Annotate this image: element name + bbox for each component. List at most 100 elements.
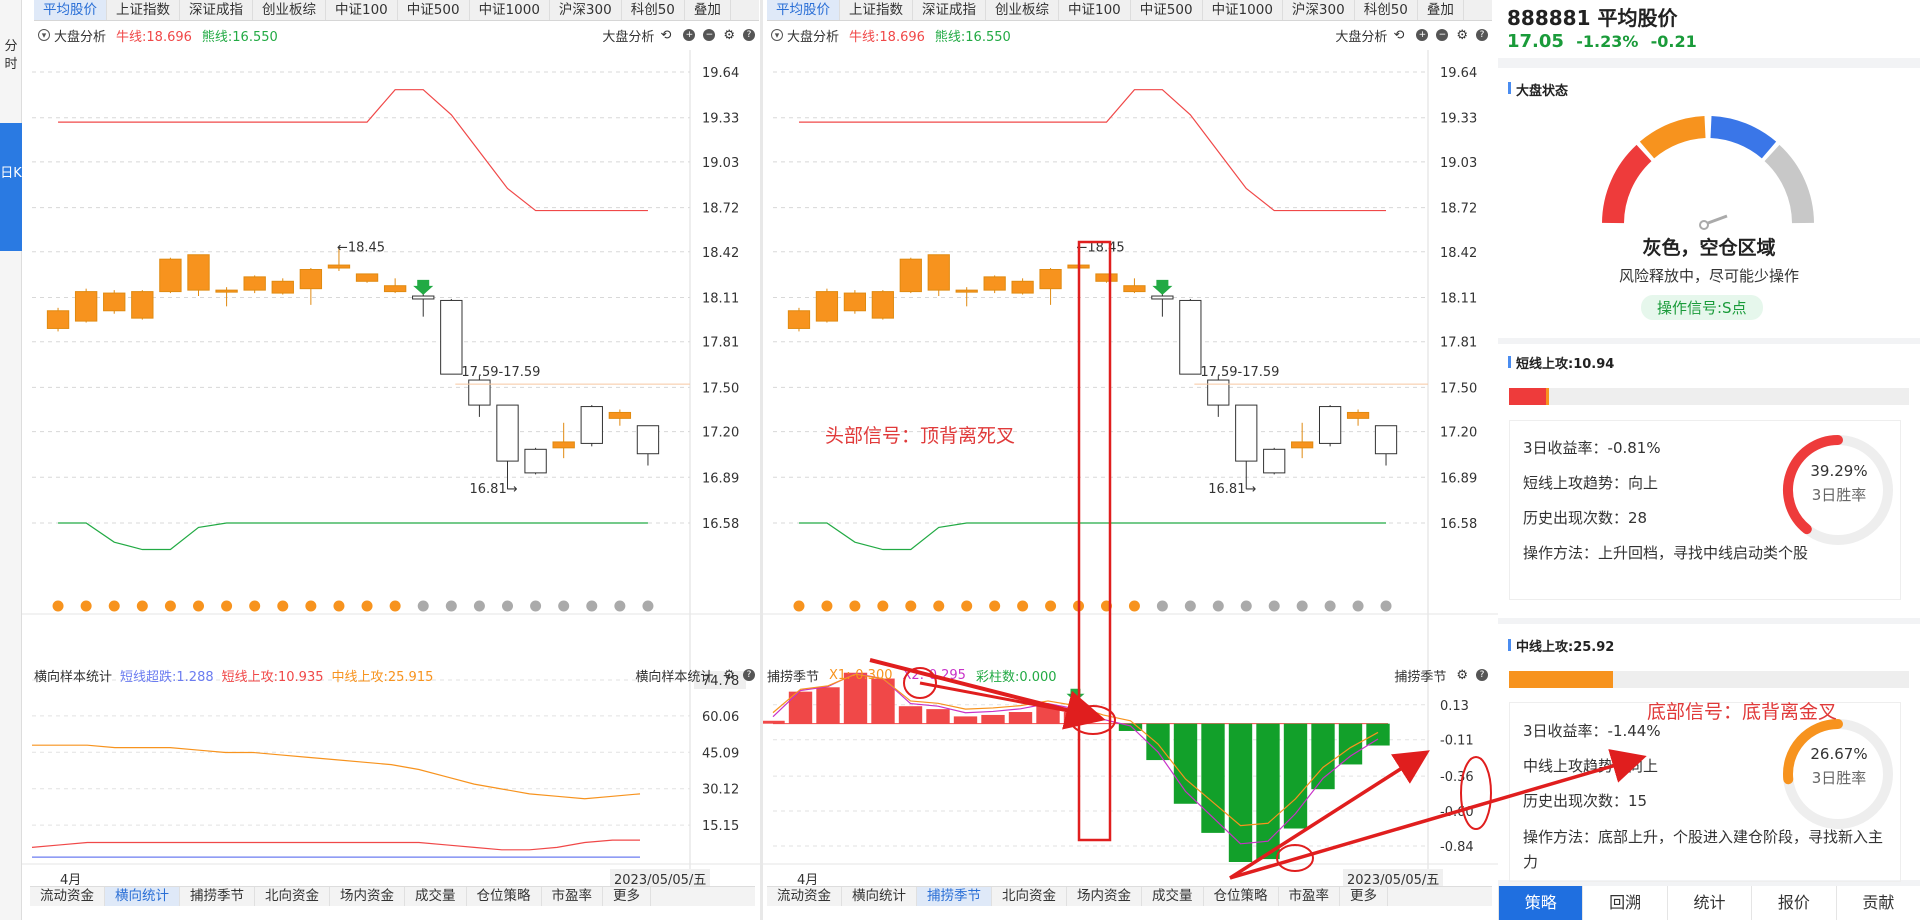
price-tick: 16.58 [702,517,739,532]
index-tab-5[interactable]: 中证500 [398,0,470,20]
stock-change: -0.21 [1650,32,1697,51]
signal-dot [1212,600,1224,612]
bottom-tab-7[interactable]: 市盈率 [542,887,603,906]
bottom-tab-3[interactable]: 北向资金 [992,887,1067,906]
index-tab-4[interactable]: 中证100 [326,0,398,20]
index-tab-0[interactable]: 平均股价 [34,0,107,20]
index-tab-3[interactable]: 创业板综 [986,0,1059,20]
bottom-tab-2[interactable]: 捕捞季节 [917,887,992,906]
refresh-icon[interactable]: ⟲ [660,27,672,43]
chart-divider [760,0,763,920]
bottom-tab-1[interactable]: 横向统计 [105,887,180,906]
help-icon[interactable]: ? [743,669,755,681]
index-tab-9[interactable]: 叠加 [685,0,731,20]
annotation-top-signal: 头部信号：顶背离死叉 [825,425,1016,447]
candle [327,264,351,269]
candle [1067,264,1090,269]
signal-dot [193,600,204,612]
short-title: 短线上攻:10.94 [1516,357,1615,372]
signal-dot [642,600,654,612]
settings-icon[interactable]: ⚙ [1456,667,1468,683]
market-state-card: 大盘状态 灰色，空仓区域 风险释放中，尽可能少操作 操作信号:S点 [1498,68,1920,338]
signal-dot [1268,600,1280,612]
nav-1[interactable]: 回溯 [1582,886,1667,920]
stock-price: 17.05 [1507,31,1564,52]
stat-mid-attack: 中线上攻:25.915 [331,669,434,685]
signal-dot [305,600,317,612]
settings-icon[interactable]: ⚙ [723,27,735,43]
bottom-tab-0[interactable]: 流动资金 [767,887,842,906]
index-tab-2[interactable]: 深证成指 [913,0,986,20]
short-progress-track [1509,388,1909,405]
index-tab-6[interactable]: 中证1000 [470,0,550,20]
settings-icon[interactable]: ⚙ [1456,27,1468,43]
bottom-tab-2[interactable]: 捕捞季节 [180,887,255,906]
candle [1011,280,1034,294]
signal-dot [333,600,345,612]
ri-k-tab[interactable]: 日K [0,123,22,251]
bottom-tab-0[interactable]: 流动资金 [30,887,105,906]
signal-dot [473,600,485,612]
bottom-tab-5[interactable]: 成交量 [405,887,467,906]
nav-2[interactable]: 统计 [1666,886,1752,920]
candle [1123,285,1146,293]
bottom-tab-4[interactable]: 场内资金 [1067,887,1142,906]
bottom-tab-8[interactable]: 更多 [1340,887,1388,906]
index-tab-0[interactable]: 平均股价 [767,0,840,20]
macd-bar [1338,723,1363,765]
macd-bar [788,691,813,724]
bottom-tab-5[interactable]: 成交量 [1142,887,1204,906]
index-tab-7[interactable]: 沪深300 [1283,0,1355,20]
macd-bar [926,709,950,724]
bottom-tab-6[interactable]: 仓位策略 [467,887,542,906]
help-icon[interactable]: ? [743,29,755,41]
candle [243,276,266,291]
index-tab-9[interactable]: 叠加 [1418,0,1464,20]
zoom-in-icon[interactable]: + [1416,29,1429,41]
price-tick: 16.58 [1440,517,1477,532]
nav-0[interactable]: 策略 [1498,886,1583,920]
signal-dot [1380,600,1392,612]
short-return: 3日收益率：-0.81% [1523,439,1661,457]
index-tab-8[interactable]: 科创50 [1355,0,1418,20]
stock-title: 888881 平均股价 [1507,6,1678,30]
collapse-icon[interactable]: ▾ [771,29,783,41]
refresh-icon[interactable]: ⟲ [1393,27,1405,43]
index-tab-3[interactable]: 创业板综 [253,0,326,20]
index-tab-8[interactable]: 科创50 [622,0,685,20]
candle [1346,411,1370,419]
bottom-tab-6[interactable]: 仓位策略 [1204,887,1279,906]
macd-x1: X1:-0.300 [829,667,893,683]
short-trend: 短线上攻趋势：向上 [1523,474,1659,492]
signal-dot [249,600,261,612]
zoom-in-icon[interactable]: + [683,29,696,41]
bottom-tab-8[interactable]: 更多 [603,887,651,906]
candle [1095,273,1118,282]
index-tab-4[interactable]: 中证100 [1059,0,1131,20]
mid-attack-card: 中线上攻:25.92 3日收益率：-1.44% 中线上攻趋势：向上 历史出现次数… [1498,624,1920,882]
index-tab-1[interactable]: 上证指数 [107,0,180,20]
nav-3[interactable]: 报价 [1751,886,1836,920]
index-tab-7[interactable]: 沪深300 [550,0,622,20]
settings-icon[interactable]: ⚙ [723,667,735,683]
bottom-tab-7[interactable]: 市盈率 [1279,887,1340,906]
zoom-out-icon[interactable]: − [703,29,716,41]
signal-dot [961,600,973,612]
index-tab-1[interactable]: 上证指数 [840,0,913,20]
nav-4[interactable]: 贡献 [1835,886,1920,920]
zoom-out-icon[interactable]: − [1436,29,1449,41]
help-icon[interactable]: ? [1476,29,1488,41]
index-tab-2[interactable]: 深证成指 [180,0,253,20]
help-icon[interactable]: ? [1476,669,1488,681]
signal-dot [1156,600,1168,612]
collapse-icon[interactable]: ▾ [38,29,50,41]
candle [899,258,922,293]
index-tab-6[interactable]: 中证1000 [1203,0,1283,20]
signal-dot [1100,600,1112,612]
fen-shi-tab[interactable]: 分时 [4,39,18,72]
bottom-tab-1[interactable]: 横向统计 [842,887,917,906]
index-tab-5[interactable]: 中证500 [1131,0,1203,20]
bottom-tab-4[interactable]: 场内资金 [330,887,405,906]
macd-tick: -0.11 [1440,734,1474,749]
bottom-tab-3[interactable]: 北向资金 [255,887,330,906]
